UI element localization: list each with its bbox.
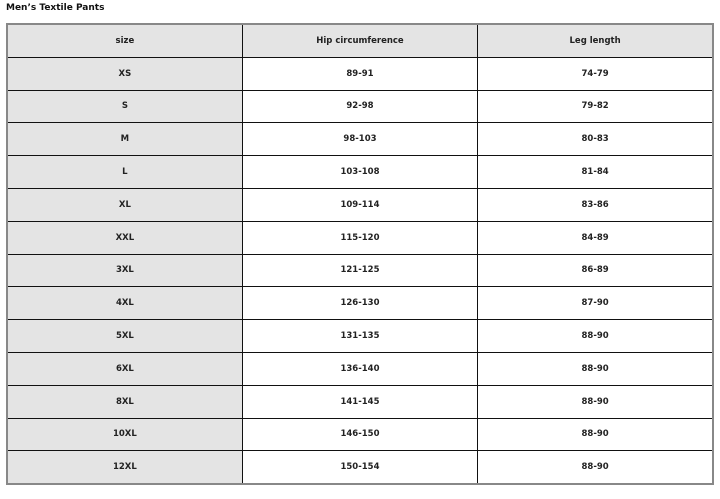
hip-cell: 146-150 [241, 417, 479, 452]
table-row: 6XL 136-140 88-90 [6, 351, 714, 386]
table-row: XS 89-91 74-79 [6, 56, 714, 91]
hip-cell: 141-145 [241, 384, 479, 419]
hip-cell: 92-98 [241, 89, 479, 124]
hip-cell: 136-140 [241, 351, 479, 386]
header-hip: Hip circumference [241, 23, 479, 58]
table-row: 4XL 126-130 87-90 [6, 286, 714, 321]
leg-cell: 87-90 [477, 286, 714, 321]
size-cell: XXL [6, 220, 243, 255]
size-cell: 6XL [6, 351, 243, 386]
hip-cell: 98-103 [241, 122, 479, 157]
size-cell: 3XL [6, 253, 243, 288]
table-row: 3XL 121-125 86-89 [6, 253, 714, 288]
table-row: 10XL 146-150 88-90 [6, 417, 714, 452]
hip-cell: 121-125 [241, 253, 479, 288]
size-cell: S [6, 89, 243, 124]
leg-cell: 83-86 [477, 187, 714, 222]
table-title: Men’s Textile Pants [6, 3, 105, 13]
leg-cell: 84-89 [477, 220, 714, 255]
size-cell: XL [6, 187, 243, 222]
hip-cell: 103-108 [241, 155, 479, 189]
table-row: L 103-108 81-84 [6, 155, 714, 189]
header-leg: Leg length [477, 23, 714, 58]
leg-cell: 79-82 [477, 89, 714, 124]
hip-cell: 150-154 [241, 450, 479, 485]
size-cell: 10XL [6, 417, 243, 452]
leg-cell: 88-90 [477, 450, 714, 485]
hip-cell: 89-91 [241, 56, 479, 91]
table-row: 12XL 150-154 88-90 [6, 450, 714, 485]
leg-cell: 86-89 [477, 253, 714, 288]
leg-cell: 81-84 [477, 155, 714, 189]
size-cell: 4XL [6, 286, 243, 321]
hip-cell: 115-120 [241, 220, 479, 255]
leg-cell: 80-83 [477, 122, 714, 157]
header-row: size Hip circumference Leg length [6, 23, 714, 58]
leg-cell: 88-90 [477, 351, 714, 386]
table-row: M 98-103 80-83 [6, 122, 714, 157]
leg-cell: 88-90 [477, 319, 714, 353]
table-row: XL 109-114 83-86 [6, 187, 714, 222]
size-cell: L [6, 155, 243, 189]
size-cell: M [6, 122, 243, 157]
table-row: 5XL 131-135 88-90 [6, 319, 714, 353]
size-cell: XS [6, 56, 243, 91]
leg-cell: 88-90 [477, 417, 714, 452]
leg-cell: 88-90 [477, 384, 714, 419]
size-cell: 5XL [6, 319, 243, 353]
size-cell: 12XL [6, 450, 243, 485]
table-row: XXL 115-120 84-89 [6, 220, 714, 255]
leg-cell: 74-79 [477, 56, 714, 91]
size-cell: 8XL [6, 384, 243, 419]
header-size: size [6, 23, 243, 58]
hip-cell: 109-114 [241, 187, 479, 222]
hip-cell: 131-135 [241, 319, 479, 353]
size-chart-table: size Hip circumference Leg length XS 89-9… [6, 23, 714, 486]
hip-cell: 126-130 [241, 286, 479, 321]
table-row: S 92-98 79-82 [6, 89, 714, 124]
table-row: 8XL 141-145 88-90 [6, 384, 714, 419]
